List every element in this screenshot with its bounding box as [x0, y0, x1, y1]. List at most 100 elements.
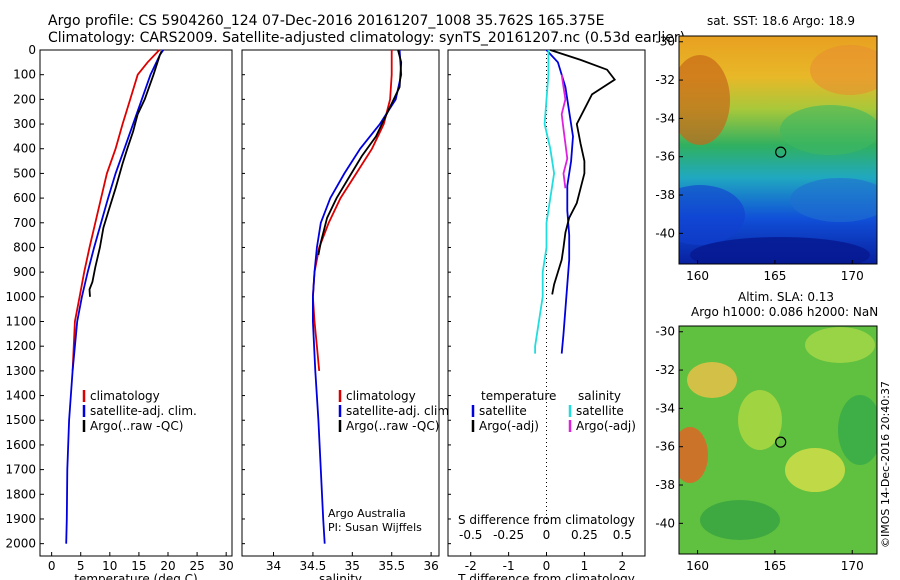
- legend-label: satellite-adj. clim.: [346, 404, 453, 418]
- legend-label: satellite: [479, 404, 527, 418]
- sla-map-title: Altim. SLA: 0.13: [738, 290, 835, 304]
- sla-map-texture: [679, 327, 877, 540]
- lon-tick-label: 165: [763, 559, 786, 573]
- legend-label: Argo(..raw -QC): [346, 419, 439, 433]
- lat-tick-label: -34: [655, 111, 675, 125]
- sst-map: -30 -32 -34 -36 -38 -40 160 165 170: [655, 35, 878, 283]
- y-tick-label: 100: [13, 68, 36, 82]
- x2-tick-label: 0.5: [613, 528, 632, 542]
- y-tick-label: 1000: [5, 290, 36, 304]
- sst-map-texture: [679, 45, 877, 264]
- sst-map-title: sat. SST: 18.6 Argo: 18.9: [707, 14, 856, 28]
- lon-tick-label: 170: [841, 559, 864, 573]
- climatology-header: Climatology: CARS2009. Satellite-adjuste…: [48, 30, 686, 46]
- x-axis-label: temperature (deg C): [74, 572, 197, 580]
- lon-tick-label: 160: [686, 559, 709, 573]
- x-tick-label: 0: [543, 559, 551, 573]
- y-tick-label: 500: [13, 166, 36, 180]
- lon-tick-label: 165: [763, 269, 786, 283]
- x-axis-label: salinity: [319, 572, 362, 580]
- x-tick-label: 15: [131, 559, 146, 573]
- x-tick-label: 20: [160, 559, 175, 573]
- y-tick-label: 1800: [5, 487, 36, 501]
- x2-tick-label: 0.25: [571, 528, 598, 542]
- x2-tick-label: -0.5: [459, 528, 482, 542]
- series-line: [317, 49, 403, 256]
- sla-argo-marker: [775, 436, 787, 448]
- lon-tick-label: 160: [686, 269, 709, 283]
- sst-map-axes: -30 -32 -34 -36 -38 -40 160 165 170: [655, 35, 863, 283]
- series-line: [311, 50, 393, 371]
- legend-label: satellite-adj. clim.: [90, 404, 197, 418]
- x2-axis-label: S difference from climatology: [458, 513, 635, 527]
- legend-label: climatology: [90, 389, 160, 403]
- series-line: [545, 49, 574, 354]
- sst-argo-marker: [775, 146, 787, 158]
- sst-map-frame: [678, 35, 878, 265]
- lat-tick-label: -38: [655, 188, 675, 202]
- legend-label: temperature: [481, 389, 556, 403]
- series-line: [550, 49, 617, 295]
- y-tick-label: 300: [13, 117, 36, 131]
- chart-panel-3: -2 -1 0 1 2T difference from climatology -0.5…: [447, 49, 646, 580]
- x-tick-label: -1: [503, 559, 515, 573]
- y-tick-label: 700: [13, 216, 36, 230]
- x-tick-label: 34: [266, 559, 281, 573]
- lat-tick-label: -40: [655, 226, 675, 240]
- y-tick-label: 1600: [5, 438, 36, 452]
- y-tick-label: 1500: [5, 413, 36, 427]
- x-tick-label: 0: [48, 559, 56, 573]
- sla-map-subtitle: Argo h1000: 0.086 h2000: NaN: [691, 305, 879, 319]
- legend-label: climatology: [346, 389, 416, 403]
- x2-tick-label: 0: [543, 528, 551, 542]
- chart-panel-1: 0 5 10 15 20 25 30 temperature (deg C) 0 100 200 30…: [5, 43, 233, 580]
- series-line: [65, 49, 165, 544]
- x-tick-label: 1: [581, 559, 589, 573]
- y-tick-label: 1400: [5, 389, 36, 403]
- series-line: [534, 50, 556, 354]
- series-line: [88, 50, 163, 297]
- lat-tick-label: -30: [655, 35, 675, 49]
- x-tick-label: 2: [618, 559, 626, 573]
- x-tick-label: 36: [423, 559, 438, 573]
- y-tick-label: 600: [13, 191, 36, 205]
- y-tick-label: 0: [28, 43, 36, 57]
- lat-tick-label: -32: [655, 73, 675, 87]
- annotation-label: Argo Australia: [328, 507, 406, 520]
- y-tick-label: 1100: [5, 315, 36, 329]
- y-tick-label: 400: [13, 142, 36, 156]
- x-tick-label: 34.5: [300, 559, 327, 573]
- lat-tick-label: -38: [655, 478, 675, 492]
- annotation-label: PI: Susan Wijffels: [328, 521, 422, 534]
- sla-map-frame: [678, 325, 878, 555]
- legend-label: Argo(-adj): [576, 419, 636, 433]
- x-tick-label: -2: [465, 559, 477, 573]
- y-tick-label: 1200: [5, 339, 36, 353]
- x-tick-label: 35: [345, 559, 360, 573]
- y-tick-label: 1700: [5, 463, 36, 477]
- x2-tick-label: -0.25: [493, 528, 524, 542]
- x-tick-label: 10: [102, 559, 117, 573]
- y-tick-label: 1300: [5, 364, 36, 378]
- lat-tick-label: -40: [655, 516, 675, 530]
- lat-tick-label: -30: [655, 325, 675, 339]
- y-tick-label: 1900: [5, 512, 36, 526]
- sla-map-axes: -30 -32 -34 -36 -38 -40 160 165 170: [655, 325, 863, 573]
- x-tick-label: 5: [77, 559, 85, 573]
- x-axis-label: T difference from climatology: [457, 572, 635, 580]
- lat-tick-label: -36: [655, 150, 675, 164]
- lat-tick-label: -36: [655, 440, 675, 454]
- y-tick-label: 900: [13, 265, 36, 279]
- series-line: [71, 49, 160, 371]
- lat-tick-label: -34: [655, 401, 675, 415]
- y-tick-label: 200: [13, 92, 36, 106]
- x-tick-label: 25: [189, 559, 204, 573]
- chart-panel-2: 34 34.5 35 35.5 36 salinity climatologysatelli…: [241, 49, 453, 580]
- lon-tick-label: 170: [841, 269, 864, 283]
- series-line: [560, 74, 569, 189]
- legend-label: salinity: [578, 389, 621, 403]
- sla-map: -30 -32 -34 -36 -38 -40 160 165 170: [655, 325, 878, 573]
- y-tick-label: 800: [13, 240, 36, 254]
